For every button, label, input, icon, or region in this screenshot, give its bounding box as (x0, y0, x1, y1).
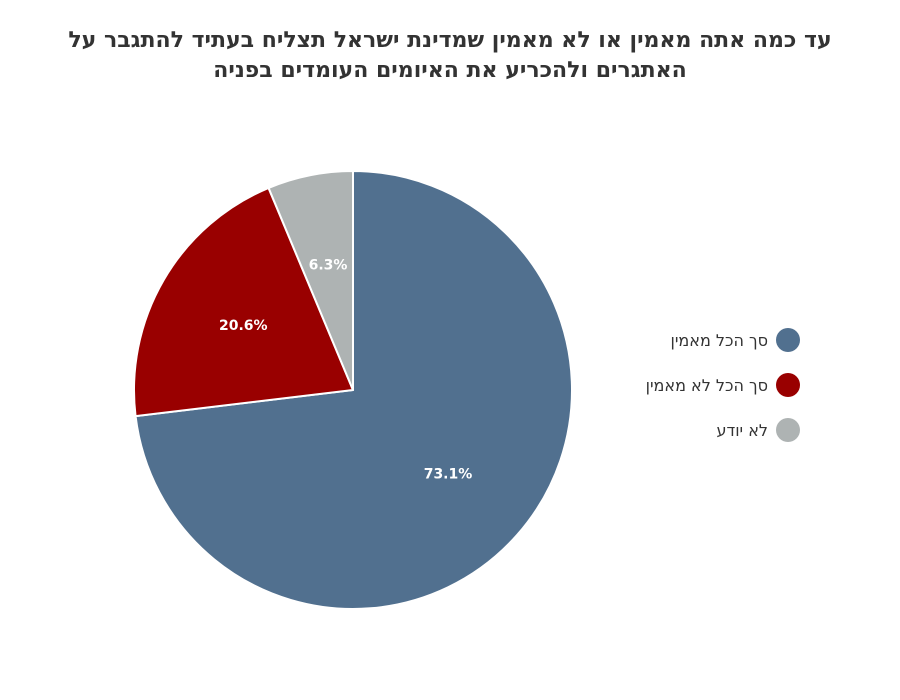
legend-label-dont-know: לא יודע (716, 420, 768, 440)
pie-label-not-believe: 20.6% (219, 318, 268, 334)
pie-labels: 73.1% 20.6% 6.3% (219, 257, 472, 482)
chart-title: עד כמה אתה מאמין או לא מאמין שמדינת ישרא… (68, 28, 832, 83)
legend: סך הכל מאמין סך הכל לא מאמין לא יודע (600, 328, 800, 463)
legend-item-dont-know[interactable]: לא יודע (600, 418, 800, 442)
pie-label-dont-know: 6.3% (309, 257, 348, 273)
pie-slice-dont-know[interactable] (267, 170, 354, 391)
legend-swatch-not-believe (776, 373, 800, 397)
legend-label-not-believe: סך הכל לא מאמין (645, 375, 768, 395)
legend-swatch-dont-know (776, 418, 800, 442)
legend-label-believe: סך הכל מאמין (670, 330, 768, 350)
legend-item-believe[interactable]: סך הכל מאמין (600, 328, 800, 352)
pie-label-believe: 73.1% (424, 466, 473, 482)
legend-swatch-believe (776, 328, 800, 352)
pie-slices (133, 170, 574, 610)
pie-slice-not-believe[interactable] (133, 186, 354, 418)
legend-item-not-believe[interactable]: סך הכל לא מאמין (600, 373, 800, 397)
